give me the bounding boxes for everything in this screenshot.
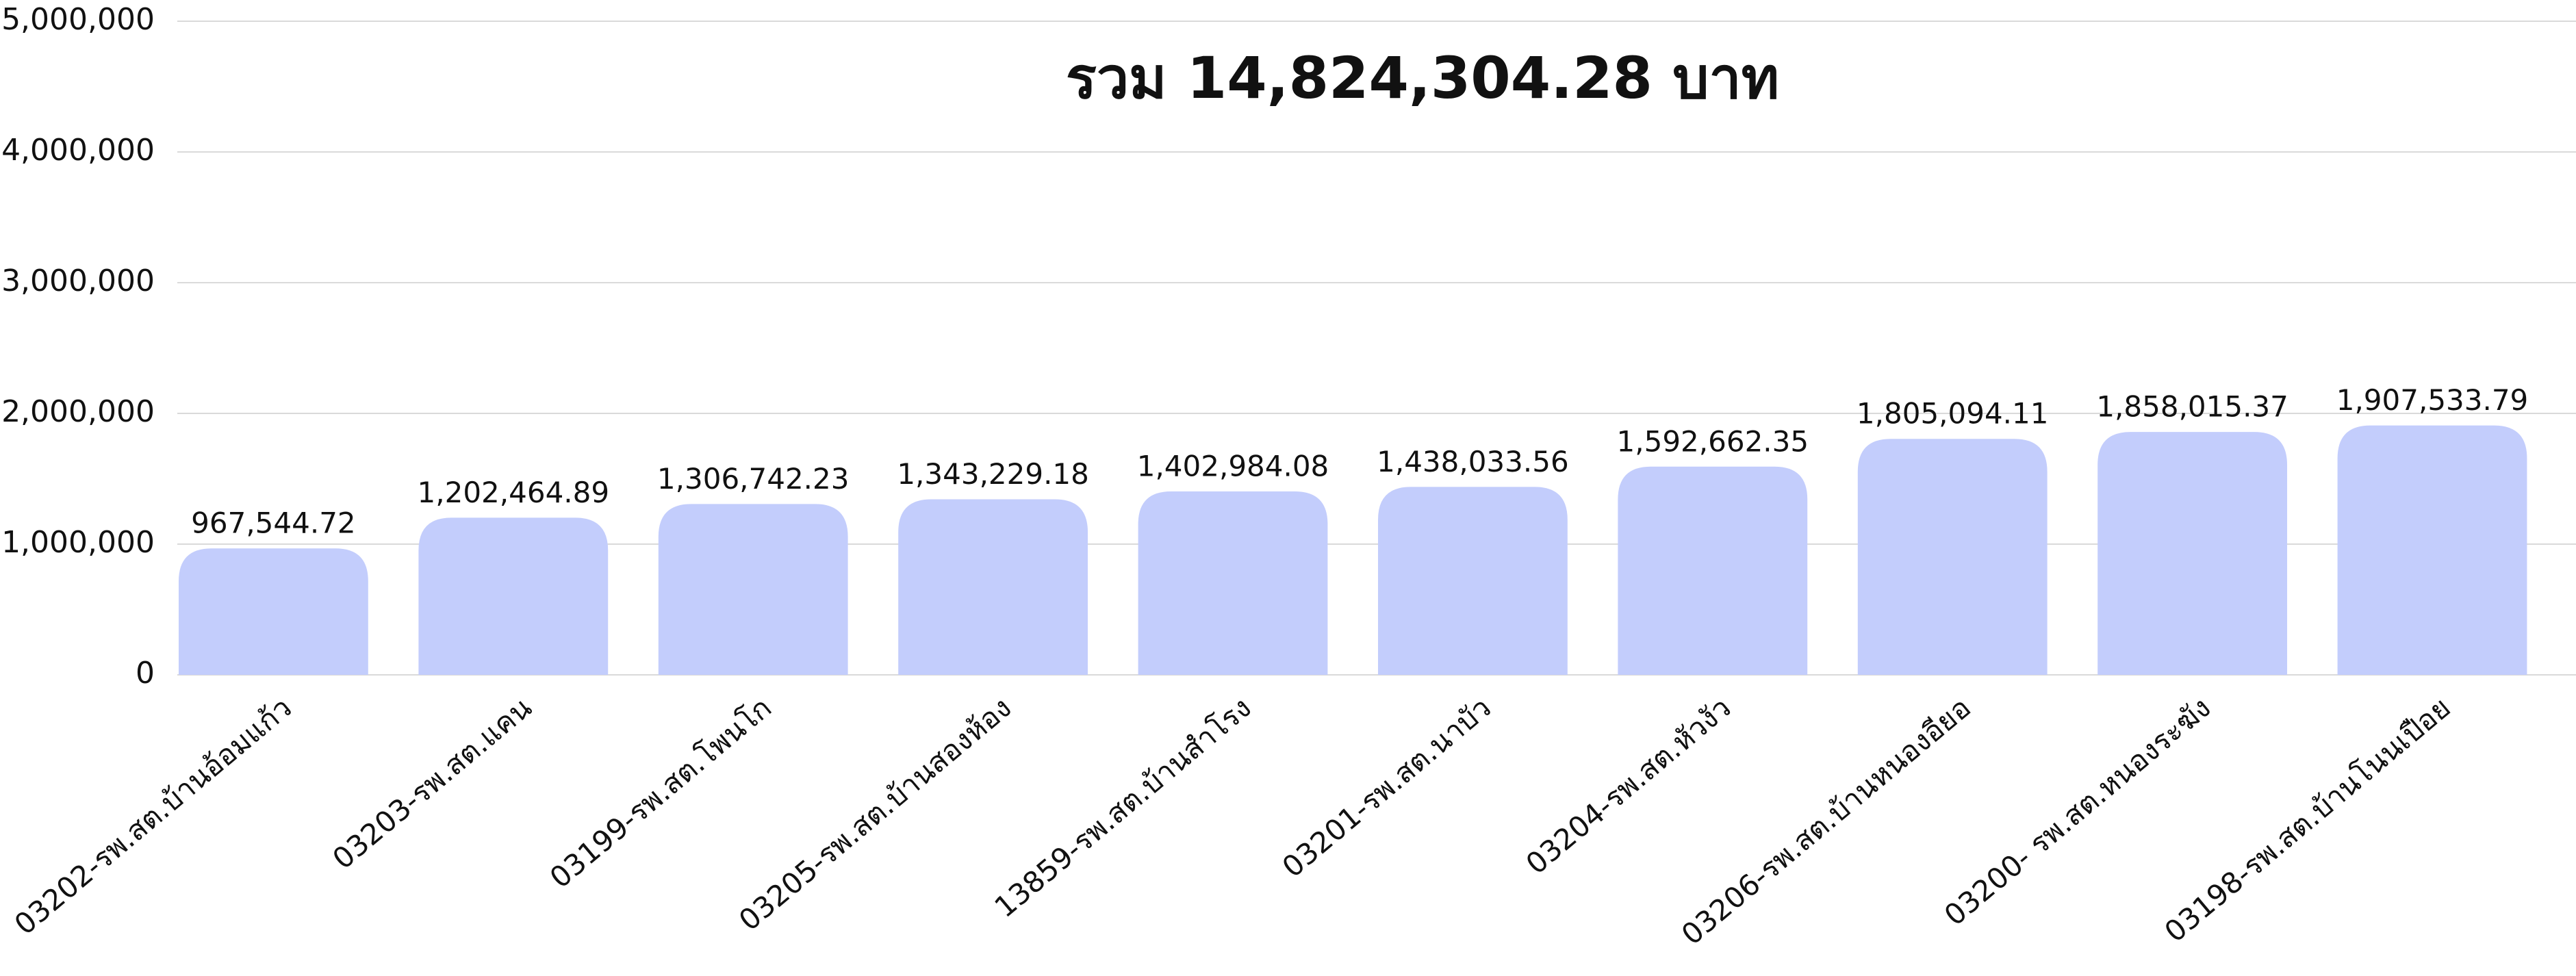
- y-tick-label: 2,000,000: [1, 394, 155, 429]
- value-label: 1,402,984.08: [1137, 450, 1329, 483]
- bar: [1378, 487, 1568, 675]
- value-label: 1,306,742.23: [657, 462, 850, 496]
- value-label: 1,805,094.11: [1857, 397, 2049, 431]
- y-tick-label: 3,000,000: [1, 264, 155, 298]
- x-tick-label: 03205-รพ.สต.บ้านสองห้อง: [732, 691, 1017, 937]
- value-label: 1,592,662.35: [1617, 424, 1809, 458]
- bar: [1857, 439, 2048, 675]
- y-tick-label: 0: [136, 656, 155, 691]
- bar: [418, 517, 609, 675]
- bar: [179, 548, 368, 675]
- bar: [658, 504, 848, 675]
- x-tick-label: 13859-รพ.สต.บ้านสำโรง: [988, 691, 1257, 924]
- value-label: 1,438,033.56: [1377, 445, 1569, 478]
- y-tick-label: 5,000,000: [1, 2, 155, 37]
- bar: [2337, 425, 2527, 675]
- chart-title: รวม 14,824,304.28 บาท: [1066, 44, 1779, 112]
- x-tick-label: 03200- รพ.สต.หนองระฆัง: [1938, 691, 2217, 932]
- x-tick-label: 03201-รพ.สต.นาบัว: [1276, 691, 1497, 884]
- y-tick-label: 4,000,000: [1, 133, 155, 168]
- value-label: 1,343,229.18: [897, 457, 1089, 491]
- value-label: 1,858,015.37: [2096, 390, 2288, 424]
- bar: [2097, 432, 2288, 675]
- value-label: 967,544.72: [191, 506, 355, 540]
- bar: [1138, 491, 1328, 675]
- x-tick-label: 03204-รพ.สต.หัวงัว: [1520, 691, 1737, 881]
- x-tick-label: 03198-รพ.สต.บ้านโนนเปือย: [2158, 691, 2457, 949]
- x-tick-label: 03202-รพ.สต.บ้านอ้อมแก้ว: [8, 691, 298, 942]
- bar: [898, 499, 1088, 675]
- y-tick-label: 1,000,000: [1, 525, 155, 560]
- bar: [1618, 466, 1808, 675]
- x-tick-label: 03203-รพ.สต.แคน: [326, 691, 537, 876]
- x-tick-label: 03199-รพ.สต.โพนโก: [544, 691, 778, 895]
- value-label: 1,907,533.79: [2336, 383, 2529, 417]
- value-label: 1,202,464.89: [418, 476, 610, 509]
